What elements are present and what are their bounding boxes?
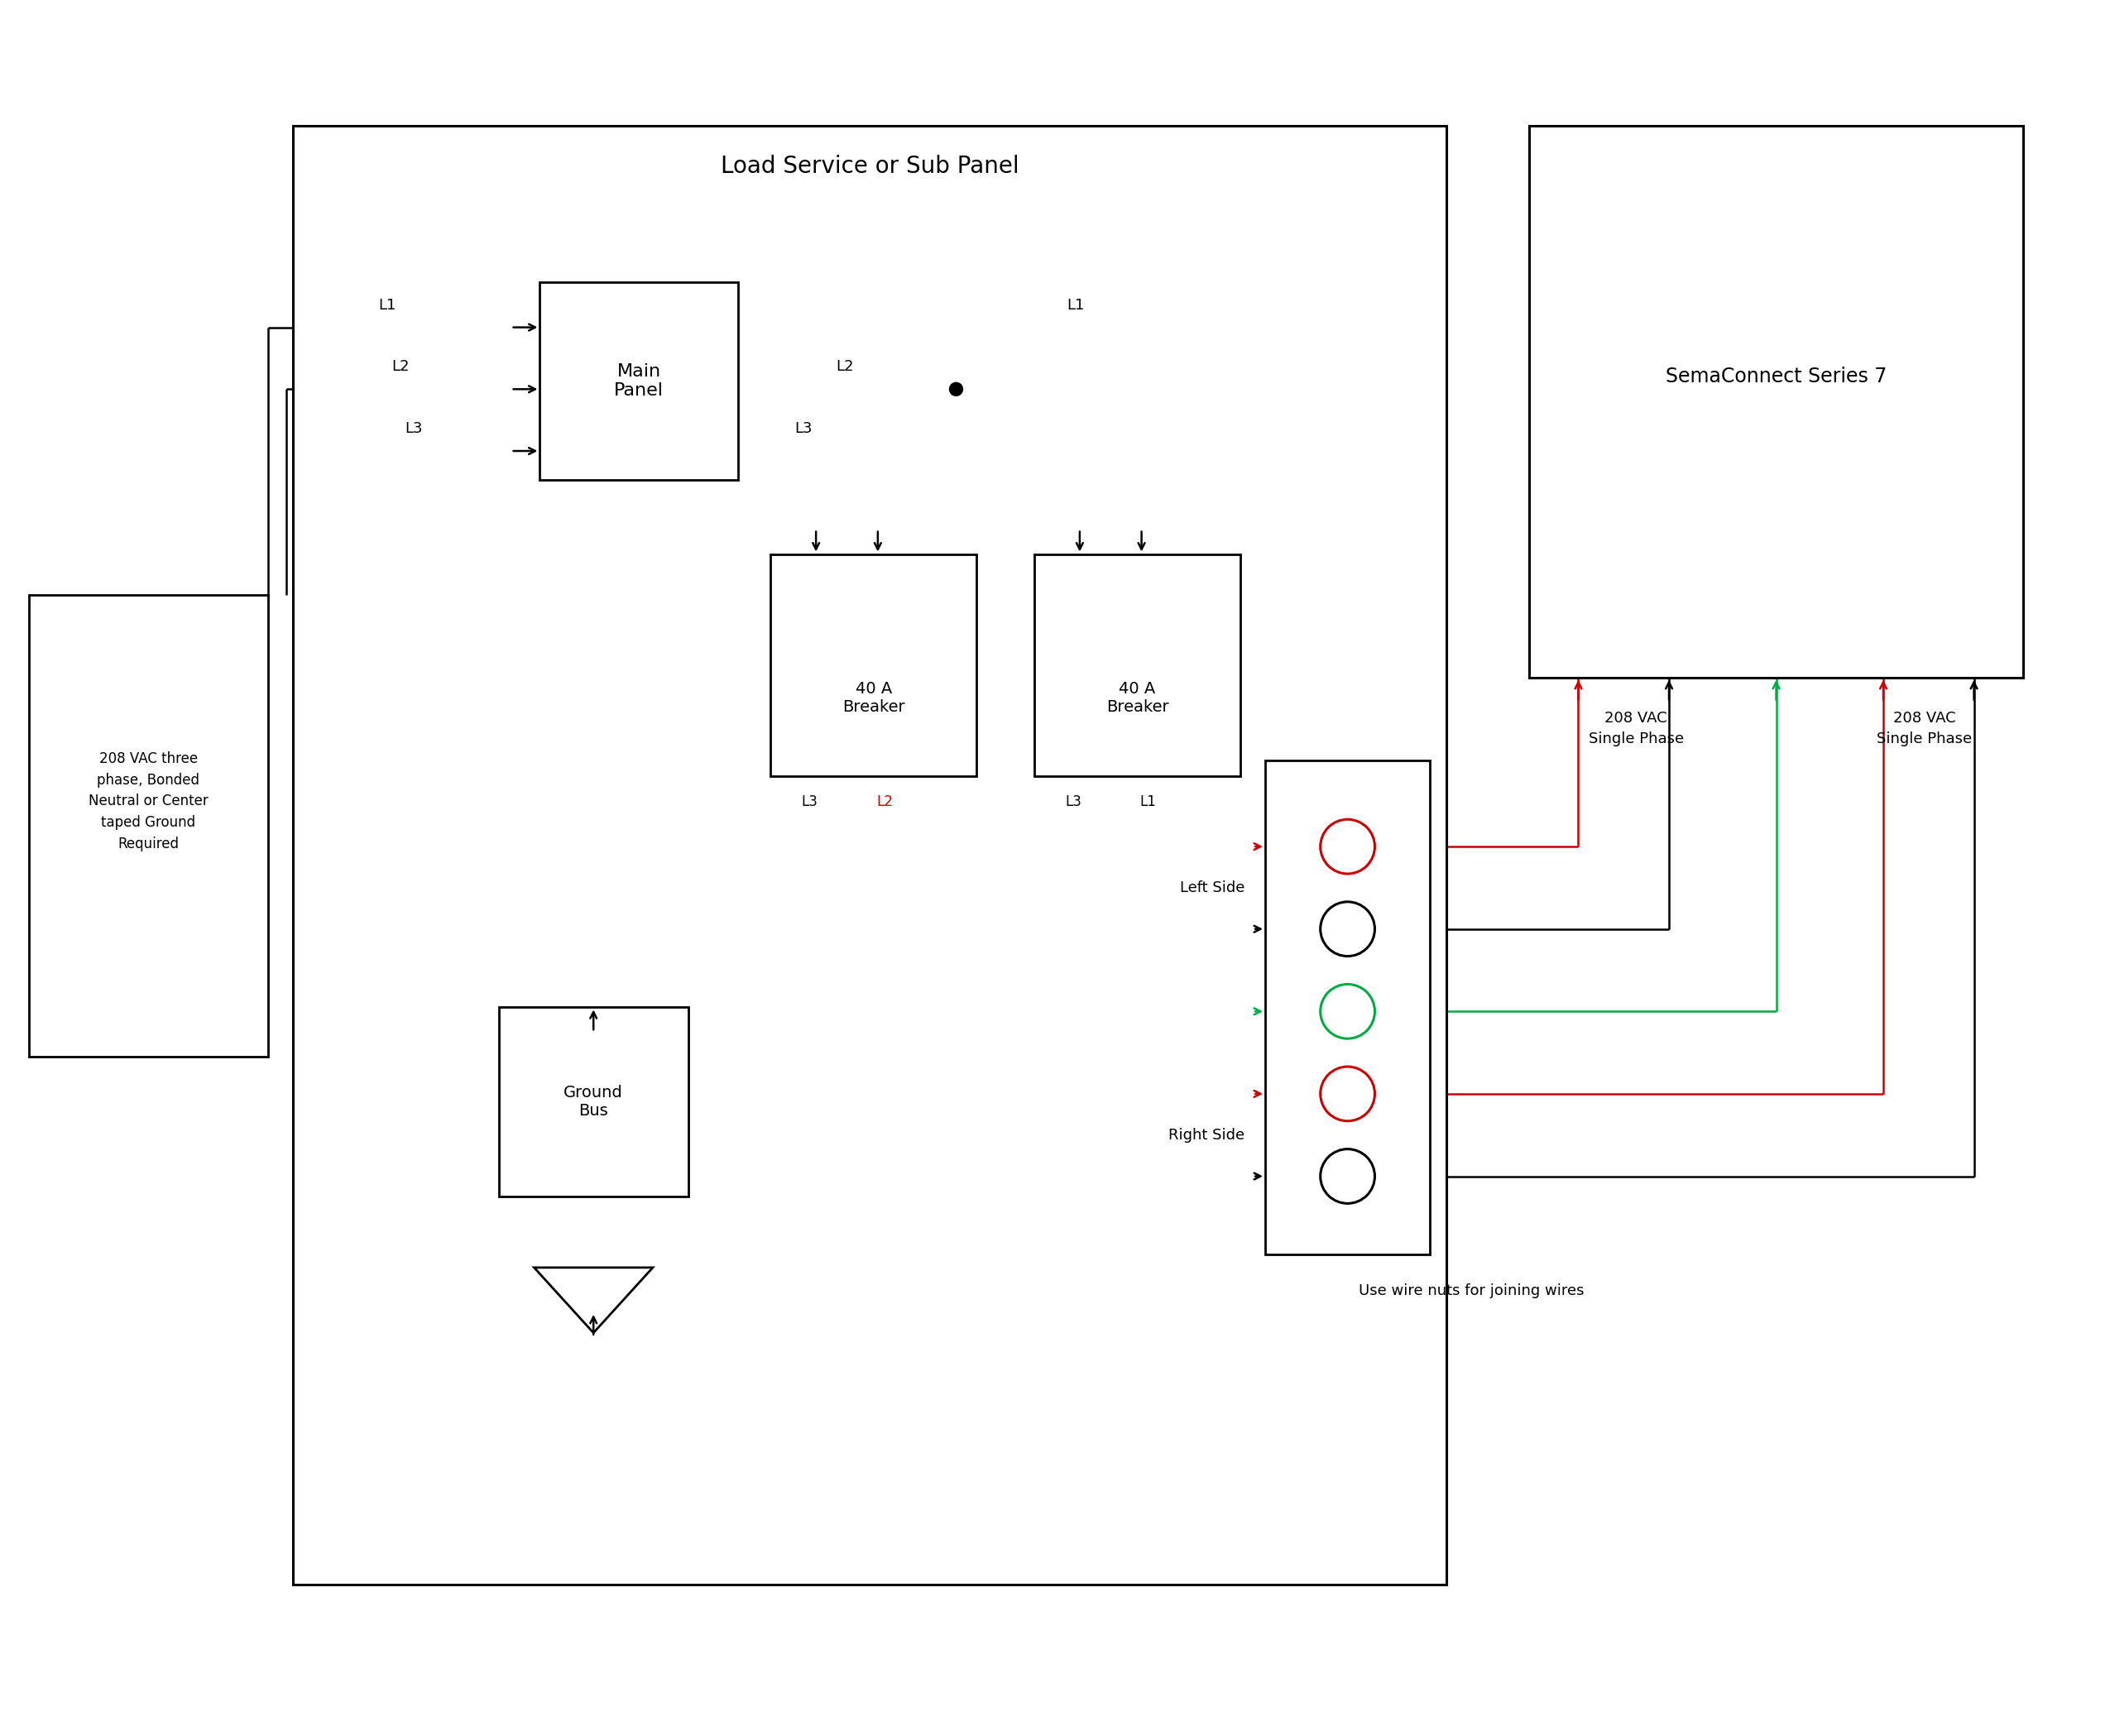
Text: SemaConnect Series 7: SemaConnect Series 7 [1665, 366, 1886, 387]
Text: 208 VAC three
phase, Bonded
Neutral or Center
taped Ground
Required: 208 VAC three phase, Bonded Neutral or C… [89, 752, 209, 851]
Text: 40 A
Breaker: 40 A Breaker [1106, 681, 1169, 715]
Text: Left Side: Left Side [1179, 880, 1245, 896]
Bar [498, 1007, 688, 1196]
Text: 208 VAC
Single Phase: 208 VAC Single Phase [1589, 710, 1684, 746]
Bar [1530, 125, 2023, 677]
Text: 40 A
Breaker: 40 A Breaker [842, 681, 905, 715]
Text: Main
Panel: Main Panel [614, 363, 665, 399]
Circle shape [1321, 1149, 1376, 1203]
Text: L3: L3 [802, 795, 817, 809]
Circle shape [949, 382, 962, 396]
Circle shape [1321, 901, 1376, 957]
Text: L1: L1 [1139, 795, 1156, 809]
Circle shape [1321, 819, 1376, 873]
Text: L3: L3 [1066, 795, 1080, 809]
Text: L2: L2 [836, 359, 855, 375]
Text: L2: L2 [876, 795, 893, 809]
Bar [540, 281, 738, 479]
Text: L3: L3 [405, 422, 422, 436]
Text: L1: L1 [378, 297, 397, 312]
Text: Load Service or Sub Panel: Load Service or Sub Panel [720, 155, 1019, 179]
Text: L3: L3 [795, 422, 812, 436]
Text: Use wire nuts for joining wires: Use wire nuts for joining wires [1359, 1283, 1585, 1299]
Text: Ground
Bus: Ground Bus [563, 1085, 622, 1120]
Circle shape [1321, 1066, 1376, 1121]
Text: 208 VAC
Single Phase: 208 VAC Single Phase [1878, 710, 1973, 746]
Bar [1266, 760, 1431, 1255]
Text: L1: L1 [1068, 297, 1085, 312]
Bar [1034, 554, 1241, 776]
Text: L2: L2 [392, 359, 409, 375]
Bar [770, 554, 977, 776]
Text: Right Side: Right Side [1169, 1128, 1245, 1142]
Bar [30, 595, 268, 1057]
Bar [293, 125, 1447, 1585]
Circle shape [1321, 984, 1376, 1038]
